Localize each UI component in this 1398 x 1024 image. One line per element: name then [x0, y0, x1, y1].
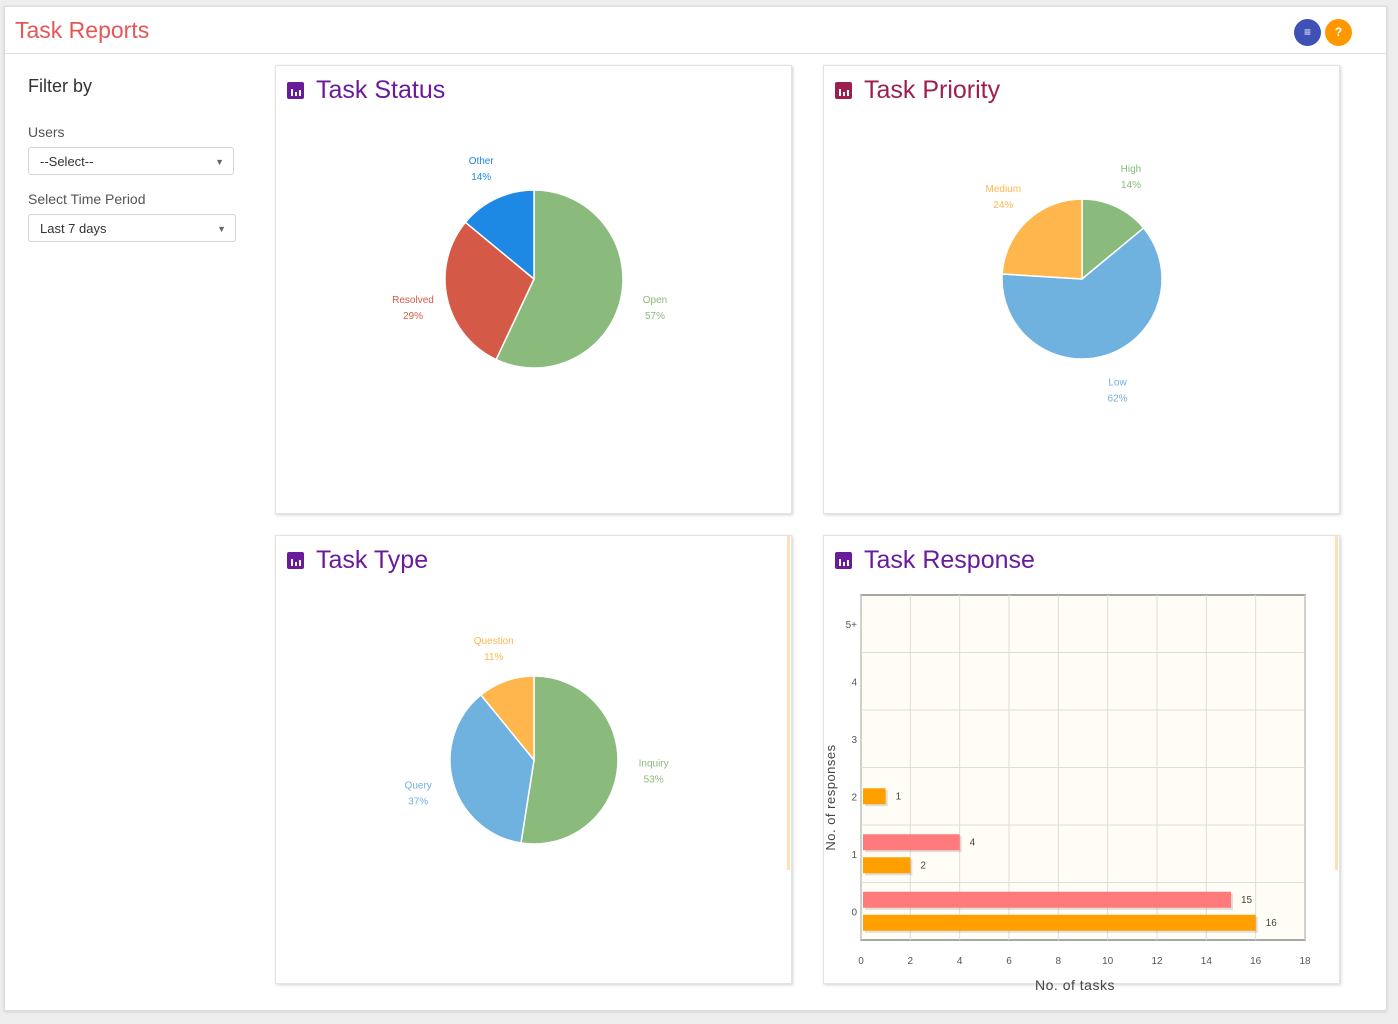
bar[interactable]: [863, 891, 1231, 908]
slice-label-low: Low: [1108, 377, 1127, 388]
task-type-panel: Task Type Inquiry 53% Query 37% Question 11%: [275, 535, 792, 984]
users-select[interactable]: --Select-- ▼: [28, 147, 234, 175]
slice-label-question: Question: [474, 636, 514, 647]
panel-title: Task Type: [316, 546, 429, 574]
x-tick-label: 2: [908, 956, 914, 967]
pie-slice-other[interactable]: [464, 189, 535, 281]
pie-slice-inquiry[interactable]: [520, 675, 619, 845]
slice-label-query: Query: [405, 780, 432, 791]
x-tick-label: 8: [1056, 956, 1062, 967]
task-reports-window: Task Reports ≡ ? Filter by Users --Selec…: [4, 6, 1387, 1011]
y-tick-label: 5+: [846, 620, 858, 631]
bar-value-label: 1: [896, 791, 902, 802]
y-axis-title: No. of responses: [824, 744, 838, 850]
slice-label-medium: Medium: [985, 184, 1021, 195]
help-icon: ?: [1334, 25, 1343, 39]
bar-value-label: 16: [1266, 918, 1278, 929]
slice-percent-other: 14%: [471, 172, 491, 183]
task-type-chart: Inquiry 53% Query 37% Question 11%: [405, 636, 669, 845]
chevron-down-icon: ▼: [215, 157, 224, 167]
task-status-panel: Task Status Open 57% Resolved 29% Other 14%: [275, 65, 792, 514]
bar-chart-icon: [835, 552, 852, 569]
slice-label-other: Other: [469, 156, 495, 167]
bar[interactable]: [863, 788, 886, 805]
pie-slice-medium[interactable]: [1001, 198, 1083, 280]
bar-value-label: 2: [920, 860, 926, 871]
menu-icon: ≡: [1303, 25, 1311, 39]
page-title: Task Reports: [15, 17, 150, 43]
top-bar: Task Reports ≡ ?: [5, 7, 1386, 54]
time-period-select[interactable]: Last 7 days ▼: [28, 214, 236, 242]
pie-slice-high[interactable]: [1081, 198, 1145, 281]
bar[interactable]: [863, 834, 960, 851]
x-tick-label: 6: [1006, 956, 1012, 967]
slice-percent-open: 57%: [645, 311, 665, 322]
slice-percent-resolved: 29%: [403, 311, 423, 322]
filter-sidebar: Filter by Users --Select-- ▼ Select Time…: [5, 54, 265, 1010]
slice-percent-question: 11%: [484, 652, 503, 663]
slice-label-high: High: [1121, 164, 1142, 175]
y-tick-label: 0: [851, 907, 857, 918]
task-priority-chart: High 14% Low 62% Medium 24%: [985, 164, 1163, 404]
bar-value-label: 15: [1241, 895, 1253, 906]
x-tick-label: 14: [1201, 956, 1213, 967]
y-tick-label: 3: [851, 735, 857, 746]
x-tick-label: 12: [1151, 956, 1163, 967]
filter-title: Filter by: [28, 76, 93, 96]
pie-slice-query[interactable]: [449, 693, 535, 844]
slice-percent-high: 14%: [1121, 180, 1141, 191]
users-select-value: --Select--: [40, 154, 94, 169]
task-priority-panel: Task Priority High 14% Low 62% Medium 24%: [823, 65, 1340, 514]
x-tick-label: 16: [1250, 956, 1262, 967]
x-axis-title: No. of tasks: [1035, 977, 1115, 993]
slice-percent-inquiry: 53%: [644, 774, 664, 785]
x-tick-label: 10: [1102, 956, 1114, 967]
slice-percent-low: 62%: [1108, 393, 1128, 404]
panel-title: Task Status: [316, 76, 446, 104]
pie-slice-open[interactable]: [495, 189, 624, 369]
pie-slice-low[interactable]: [1001, 226, 1163, 360]
x-tick-label: 4: [957, 956, 963, 967]
x-tick-label: 0: [858, 956, 864, 967]
panel-title: Task Response: [864, 546, 1035, 574]
task-status-chart: Open 57% Resolved 29% Other 14%: [392, 156, 667, 369]
slice-label-resolved: Resolved: [392, 295, 434, 306]
task-response-panel: Task Response 0 2 4 6 8 10 12 14 16 18 0 1 2 3 4 5+ 15 16…: [823, 535, 1340, 993]
slice-label-open: Open: [643, 295, 667, 306]
slice-percent-query: 37%: [408, 796, 428, 807]
slice-percent-medium: 24%: [993, 200, 1013, 211]
time-period-label: Select Time Period: [28, 191, 146, 207]
panel-title: Task Priority: [864, 76, 1001, 104]
bar-chart-icon: [287, 82, 304, 99]
help-button[interactable]: ?: [1325, 19, 1352, 46]
users-label: Users: [28, 124, 65, 140]
scrollbar[interactable]: [1335, 536, 1338, 870]
pie-slice-question[interactable]: [479, 675, 535, 763]
bar-chart-icon: [287, 552, 304, 569]
bar[interactable]: [863, 914, 1256, 931]
slice-label-inquiry: Inquiry: [639, 758, 669, 769]
y-tick-label: 2: [851, 792, 857, 803]
scrollbar[interactable]: [787, 536, 790, 870]
x-tick-label: 18: [1299, 956, 1311, 967]
y-tick-label: 1: [851, 850, 857, 861]
chevron-down-icon: ▼: [217, 224, 226, 234]
menu-button[interactable]: ≡: [1294, 19, 1321, 46]
bar-value-label: 4: [970, 837, 976, 848]
bar-chart-icon: [835, 82, 852, 99]
time-period-value: Last 7 days: [40, 221, 107, 236]
pie-slice-resolved[interactable]: [444, 221, 535, 361]
bar[interactable]: [863, 857, 911, 874]
y-tick-label: 4: [851, 677, 857, 688]
